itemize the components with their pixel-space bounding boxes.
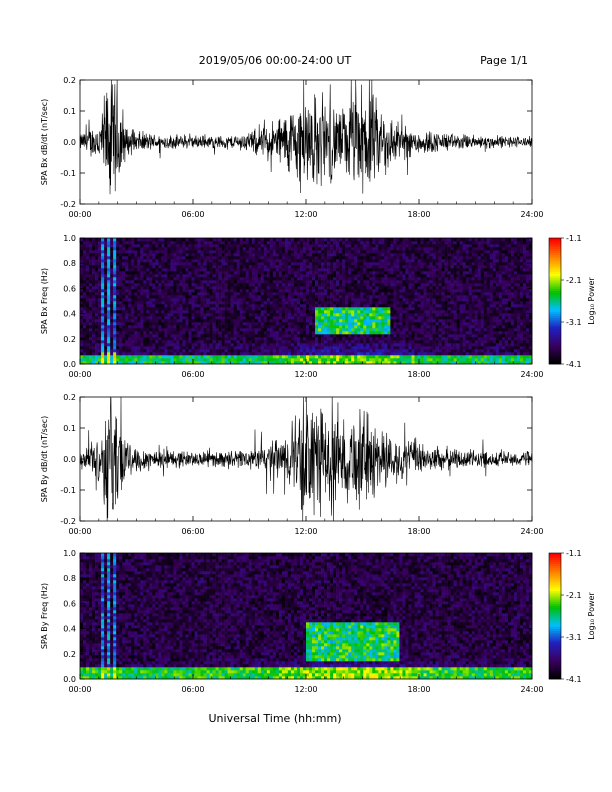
x-tick-label: 18:00: [407, 685, 430, 694]
y-tick-label: 0.2: [63, 650, 76, 659]
x-tick-label: 12:00: [294, 527, 317, 536]
y-tick-label: 0.6: [63, 284, 76, 293]
x-tick-label: 12:00: [294, 210, 317, 219]
colorbar-frame: [548, 237, 562, 365]
y-tick-label: 0.2: [63, 76, 76, 85]
colorbar-label: Log₁₀ Power: [587, 277, 596, 325]
x-tick-label: 12:00: [294, 370, 317, 379]
y-tick-label: 0.6: [63, 599, 76, 608]
x-tick-label: 06:00: [181, 210, 204, 219]
x-tick-label: 18:00: [407, 210, 430, 219]
spectrogram-cells: [80, 553, 533, 680]
colorbar-tick-label: -3.1: [566, 633, 582, 642]
colorbar-label: Log₁₀ Power: [587, 592, 596, 640]
page-indicator: Page 1/1: [480, 54, 528, 67]
y-tick-label: 0.0: [63, 138, 76, 147]
y-tick-label: -0.1: [60, 169, 76, 178]
y-tick-label: 0.2: [63, 335, 76, 344]
x-tick-label: 06:00: [181, 685, 204, 694]
x-tick-label: 24:00: [520, 210, 543, 219]
x-tick-label: 00:00: [68, 210, 91, 219]
series-trace: [79, 79, 533, 195]
y-axis-label: SPA Bx dB/dt (nT/sec): [40, 99, 49, 186]
y-tick-label: 0.1: [63, 424, 76, 433]
colorbar-tick-label: -1.1: [566, 234, 582, 243]
y-tick-label: 0.0: [63, 360, 76, 369]
colorbar-tick-label: -3.1: [566, 318, 582, 327]
y-tick-label: 1.0: [63, 234, 76, 243]
x-tick-label: 24:00: [520, 685, 543, 694]
y-tick-label: 0.2: [63, 393, 76, 402]
y-tick-label: 0.0: [63, 455, 76, 464]
y-axis-label: SPA By dB/dt (nT/sec): [40, 416, 49, 503]
y-tick-label: 0.8: [63, 259, 76, 268]
y-tick-label: -0.1: [60, 486, 76, 495]
spectrogram-cells: [80, 238, 533, 365]
x-tick-label: 00:00: [68, 370, 91, 379]
colorbar-tick-label: -1.1: [566, 549, 582, 558]
colorbar-tick-label: -2.1: [566, 276, 582, 285]
chart-title: 2019/05/06 00:00-24:00 UT: [199, 54, 352, 67]
y-tick-label: -0.2: [60, 200, 76, 209]
y-tick-label: 0.1: [63, 107, 76, 116]
y-tick-label: 0.4: [63, 310, 76, 319]
colorbar-frame: [548, 552, 562, 680]
colorbar: [549, 238, 561, 365]
y-tick-label: -0.2: [60, 517, 76, 526]
series-trace: [79, 396, 533, 522]
y-tick-label: 0.4: [63, 625, 76, 634]
x-tick-label: 06:00: [181, 527, 204, 536]
colorbar-tick-label: -2.1: [566, 591, 582, 600]
x-tick-label: 00:00: [68, 527, 91, 536]
y-tick-label: 1.0: [63, 549, 76, 558]
colorbar-tick-label: -4.1: [566, 675, 582, 684]
x-tick-label: 00:00: [68, 685, 91, 694]
x-axis-label: Universal Time (hh:mm): [209, 712, 342, 725]
x-tick-label: 06:00: [181, 370, 204, 379]
x-tick-label: 18:00: [407, 527, 430, 536]
x-tick-label: 12:00: [294, 685, 317, 694]
x-tick-label: 18:00: [407, 370, 430, 379]
x-tick-label: 24:00: [520, 370, 543, 379]
y-tick-label: 0.8: [63, 574, 76, 583]
colorbar-tick-label: -4.1: [566, 360, 582, 369]
colorbar: [549, 553, 561, 680]
y-axis-label: SPA By Freq (Hz): [40, 583, 49, 649]
y-tick-label: 0.0: [63, 675, 76, 684]
y-axis-label: SPA Bx Freq (Hz): [40, 268, 49, 334]
x-tick-label: 24:00: [520, 527, 543, 536]
